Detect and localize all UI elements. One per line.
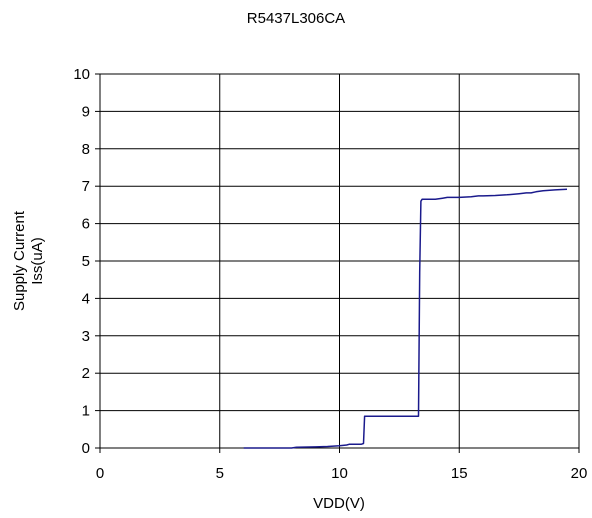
y-tick-label: 2 <box>82 365 90 382</box>
y-tick-label: 10 <box>73 66 90 83</box>
y-axis-title-line-1: Supply Current <box>11 210 28 311</box>
x-tick-label: 0 <box>96 465 104 482</box>
y-axis-title-line-2: Iss(uA) <box>29 237 46 285</box>
y-tick-label: 3 <box>82 328 90 345</box>
x-tick-label: 10 <box>331 465 348 482</box>
x-tick-label: 5 <box>216 465 224 482</box>
y-tick-label: 8 <box>82 141 90 158</box>
y-tick-label: 7 <box>82 178 90 195</box>
axis-ticks <box>95 73 580 453</box>
x-tick-label: 20 <box>571 465 588 482</box>
x-axis-title: VDD(V) <box>313 495 365 512</box>
series-group <box>243 188 568 449</box>
y-tick-label: 6 <box>82 216 90 233</box>
x-tick-labels: 0 5 10 15 20 <box>96 465 588 482</box>
series-line <box>243 188 568 449</box>
y-tick-label: 0 <box>82 440 90 457</box>
y-tick-label: 4 <box>82 290 90 307</box>
chart-title: R5437L306CA <box>246 10 346 27</box>
y-tick-labels: 0 1 2 3 4 5 6 7 8 9 10 <box>73 66 90 457</box>
x-tick-label: 15 <box>451 465 468 482</box>
y-axis-title: Supply Current Iss(uA) <box>11 210 46 311</box>
y-tick-label: 5 <box>82 253 90 270</box>
y-tick-label: 1 <box>82 403 90 420</box>
y-tick-label: 9 <box>82 103 90 120</box>
